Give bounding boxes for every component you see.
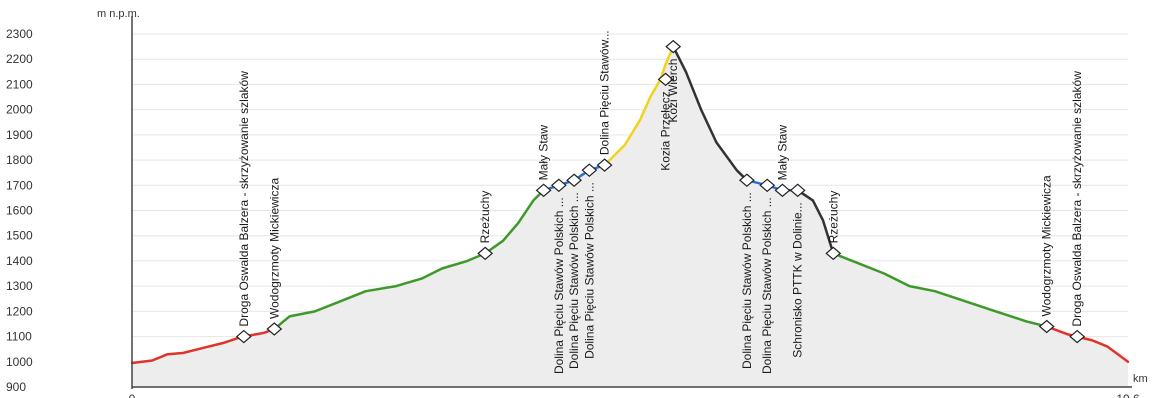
waypoint-marker — [266, 322, 283, 336]
y-tick-label: 1000 — [6, 355, 33, 369]
waypoint-marker — [596, 158, 613, 172]
y-tick-label: 2100 — [6, 77, 33, 91]
waypoint-markers — [235, 39, 1086, 344]
waypoint-label: Dolina Pięciu Stawów Polskich ... — [552, 197, 566, 374]
waypoint-label: Wodogrzmoty Mickiewicza — [1040, 175, 1054, 316]
waypoint-label: Dolina Pięciu Stawów Polskich ... — [760, 197, 774, 374]
waypoint-label: Droga Oswalda Balzera - skrzyżowanie szl… — [1070, 71, 1084, 327]
waypoint-label: Wodogrzmoty Mickiewicza — [267, 178, 281, 319]
y-tick-label: 2300 — [6, 27, 33, 41]
waypoint-label: Dolina Pięciu Stawów Polskich ... — [567, 192, 581, 369]
waypoint-label: Dolina Pięciu Stawów... — [598, 30, 612, 155]
x-tick-label: 19.6 — [1116, 392, 1140, 398]
profile-segment-red — [130, 327, 276, 365]
y-tick-label: 1800 — [6, 153, 33, 167]
waypoint-marker — [774, 183, 791, 198]
y-tick-label: 1100 — [6, 330, 32, 344]
profile-fill — [132, 46, 1128, 387]
y-tick-label: 2000 — [6, 103, 33, 117]
waypoint-label: Kozia Przełęcz — [659, 91, 673, 170]
waypoint-marker — [825, 246, 842, 261]
waypoint-marker — [1069, 329, 1086, 344]
waypoint-labels: Droga Oswalda Balzera - skrzyżowanie szl… — [237, 30, 1084, 374]
waypoint-marker — [566, 173, 583, 188]
y-tick-label: 1600 — [6, 204, 33, 218]
waypoint-label: Dolina Pięciu Stawów Polskich ... — [582, 182, 596, 359]
x-axis-ticks: 019.6 — [129, 392, 1140, 398]
waypoint-label: Rzeżuchy — [826, 191, 840, 244]
profile-segment-black — [671, 45, 749, 182]
y-tick-label: 900 — [6, 380, 26, 394]
waypoint-label: Kozi Wierch — [666, 59, 680, 123]
waypoint-marker — [738, 173, 755, 188]
waypoint-marker — [550, 178, 567, 193]
waypoint-marker — [657, 72, 674, 87]
waypoint-label: Mały Staw — [775, 125, 789, 181]
waypoint-label: Dolina Pięciu Stawów Polskich ... — [740, 192, 754, 369]
profile-segment-green — [832, 252, 1048, 328]
y-tick-label: 1700 — [6, 178, 33, 192]
waypoint-marker — [1038, 319, 1055, 334]
y-tick-label: 1500 — [6, 229, 33, 243]
waypoint-marker — [789, 183, 806, 198]
y-tick-label: 1200 — [6, 304, 33, 318]
waypoint-marker — [665, 39, 682, 54]
waypoint-marker — [477, 246, 494, 261]
profile-area — [132, 46, 1128, 387]
waypoint-label: Mały Staw — [537, 125, 551, 181]
waypoint-label: Rzeżuchy — [478, 191, 492, 244]
waypoint-marker — [535, 183, 552, 198]
y-axis-ticks: 900 1000 1100 1200 1300 1400 1500 1600 1700 1800 1… — [6, 27, 33, 394]
profile-segment-red — [1045, 325, 1130, 364]
axes: m n.p.m. km — [97, 8, 1148, 389]
profile-segment-black — [796, 189, 835, 255]
y-tick-label: 1300 — [6, 279, 33, 293]
waypoint-marker — [235, 329, 252, 344]
x-axis-label: km — [1133, 373, 1148, 385]
waypoint-label: Droga Oswalda Balzera - skrzyżowanie szl… — [237, 71, 251, 327]
y-tick-label: 2200 — [6, 52, 33, 66]
profile-segment-green — [273, 189, 545, 331]
waypoint-marker — [759, 178, 776, 193]
y-tick-label: 1400 — [6, 254, 33, 268]
waypoint-label: Schronisko PTTK w Dolinie... — [791, 202, 805, 357]
waypoint-marker — [581, 163, 598, 177]
profile-segment-yellow — [603, 45, 675, 167]
y-tick-label: 1900 — [6, 128, 33, 142]
y-axis-label: m n.p.m. — [97, 8, 140, 20]
x-tick-label: 0 — [129, 392, 136, 398]
